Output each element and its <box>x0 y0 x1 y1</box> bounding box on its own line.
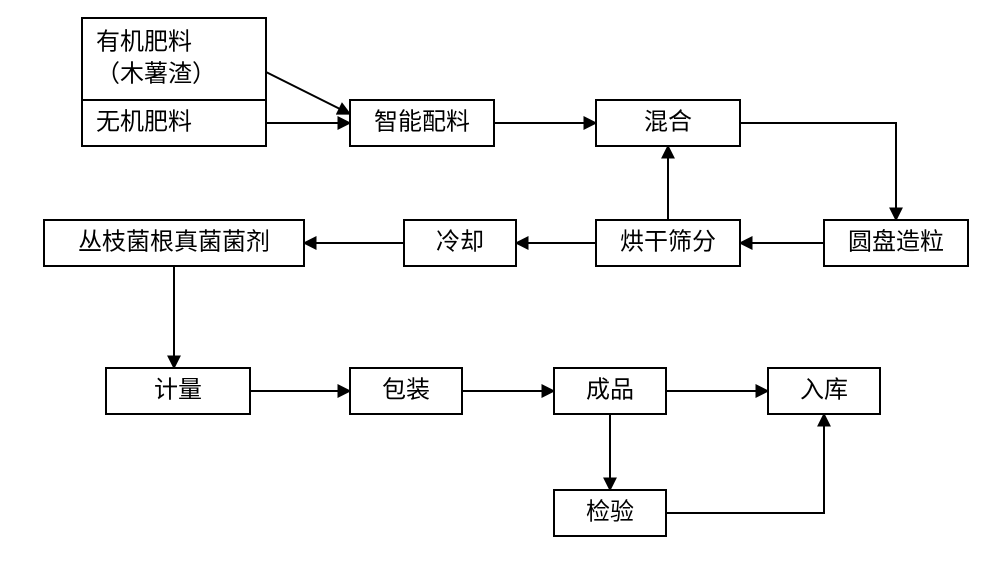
node-pack-label: 包装 <box>382 377 430 404</box>
node-organic: 有机肥料 （木薯渣） <box>82 18 266 100</box>
node-disc-label: 圆盘造粒 <box>848 229 944 256</box>
node-pack: 包装 <box>350 368 462 414</box>
node-organic-label2: （木薯渣） <box>96 61 216 88</box>
node-organic-label1: 有机肥料 <box>96 29 192 56</box>
node-blend-label: 智能配料 <box>374 109 470 136</box>
node-dry: 烘干筛分 <box>596 220 740 266</box>
node-mix-label: 混合 <box>644 109 692 136</box>
node-amf: 丛枝菌根真菌菌剂 <box>44 220 304 266</box>
node-blend: 智能配料 <box>350 100 494 146</box>
node-disc: 圆盘造粒 <box>824 220 968 266</box>
edge-mix-disc <box>740 123 896 220</box>
edge-inspect-store <box>666 414 824 513</box>
node-cool: 冷却 <box>404 220 516 266</box>
node-measure: 计量 <box>106 368 250 414</box>
node-dry-label: 烘干筛分 <box>620 229 716 256</box>
node-product-label: 成品 <box>586 377 634 404</box>
node-store: 入库 <box>768 368 880 414</box>
node-product: 成品 <box>554 368 666 414</box>
edge-organic-blend <box>266 72 350 114</box>
node-inorganic-label: 无机肥料 <box>96 109 192 136</box>
node-inspect-label: 检验 <box>586 499 634 526</box>
node-amf-label: 丛枝菌根真菌菌剂 <box>78 229 270 256</box>
node-cool-label: 冷却 <box>436 229 484 256</box>
node-inspect: 检验 <box>554 490 666 536</box>
node-measure-label: 计量 <box>154 377 202 404</box>
node-inorganic: 无机肥料 <box>82 100 266 146</box>
node-mix: 混合 <box>596 100 740 146</box>
node-store-label: 入库 <box>800 377 848 404</box>
